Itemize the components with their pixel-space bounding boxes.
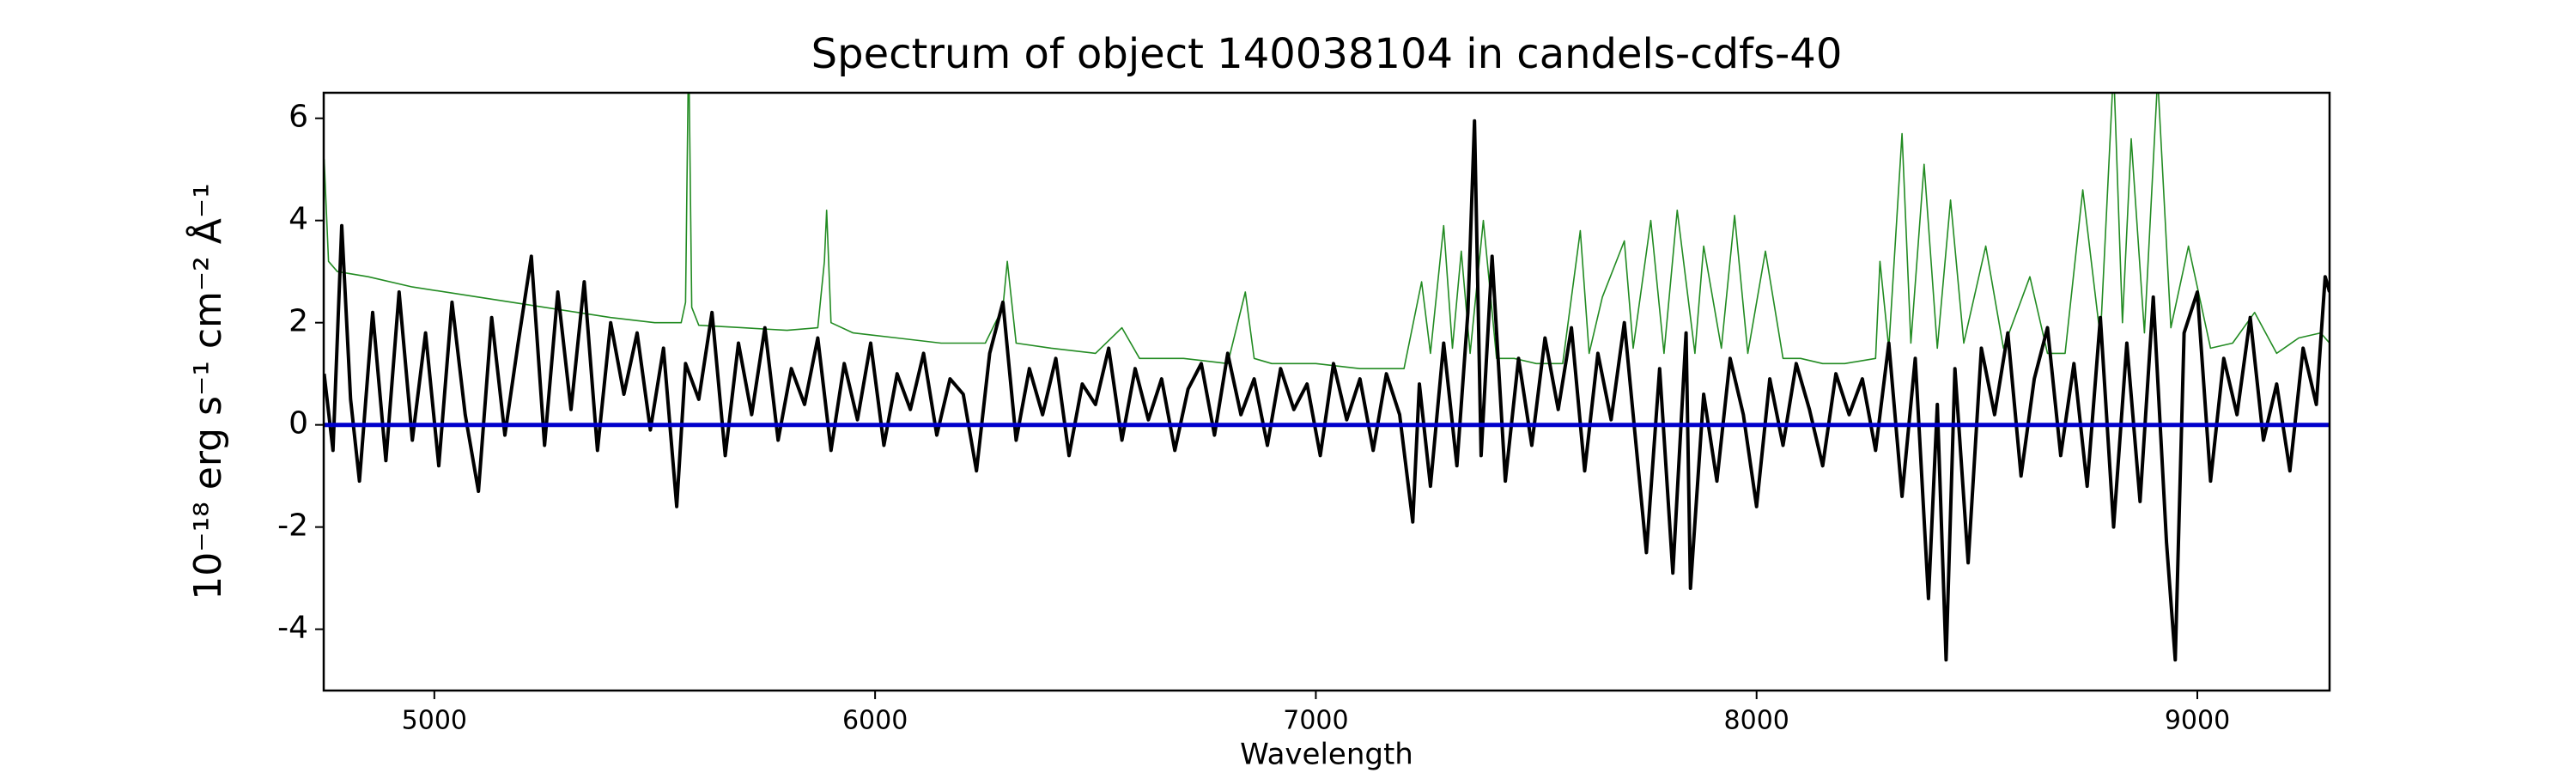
x-tick-label: 8000: [1724, 706, 1789, 736]
plot-frame: [322, 91, 2331, 692]
x-tick-label: 7000: [1283, 706, 1348, 736]
y-axis-label: 10⁻¹⁸ erg s⁻¹ cm⁻² Å⁻¹: [185, 183, 230, 600]
y-tick-label: -4: [277, 611, 308, 646]
y-tick-label: -2: [277, 508, 308, 544]
x-tick-label: 5000: [402, 706, 467, 736]
x-axis-label: Wavelength: [1240, 738, 1413, 772]
y-tick-label: 4: [289, 202, 308, 237]
y-tick-label: 2: [289, 304, 308, 339]
y-tick-label: 6: [289, 100, 308, 135]
x-tick-label: 9000: [2165, 706, 2230, 736]
x-tick-label: 6000: [842, 706, 908, 736]
spectrum-line: [324, 93, 2330, 369]
plot-area: [324, 93, 2330, 662]
y-tick-label: 0: [289, 406, 308, 441]
spectrum-line: [324, 119, 2330, 662]
chart-title: Spectrum of object 140038104 in candels-…: [811, 30, 1843, 78]
